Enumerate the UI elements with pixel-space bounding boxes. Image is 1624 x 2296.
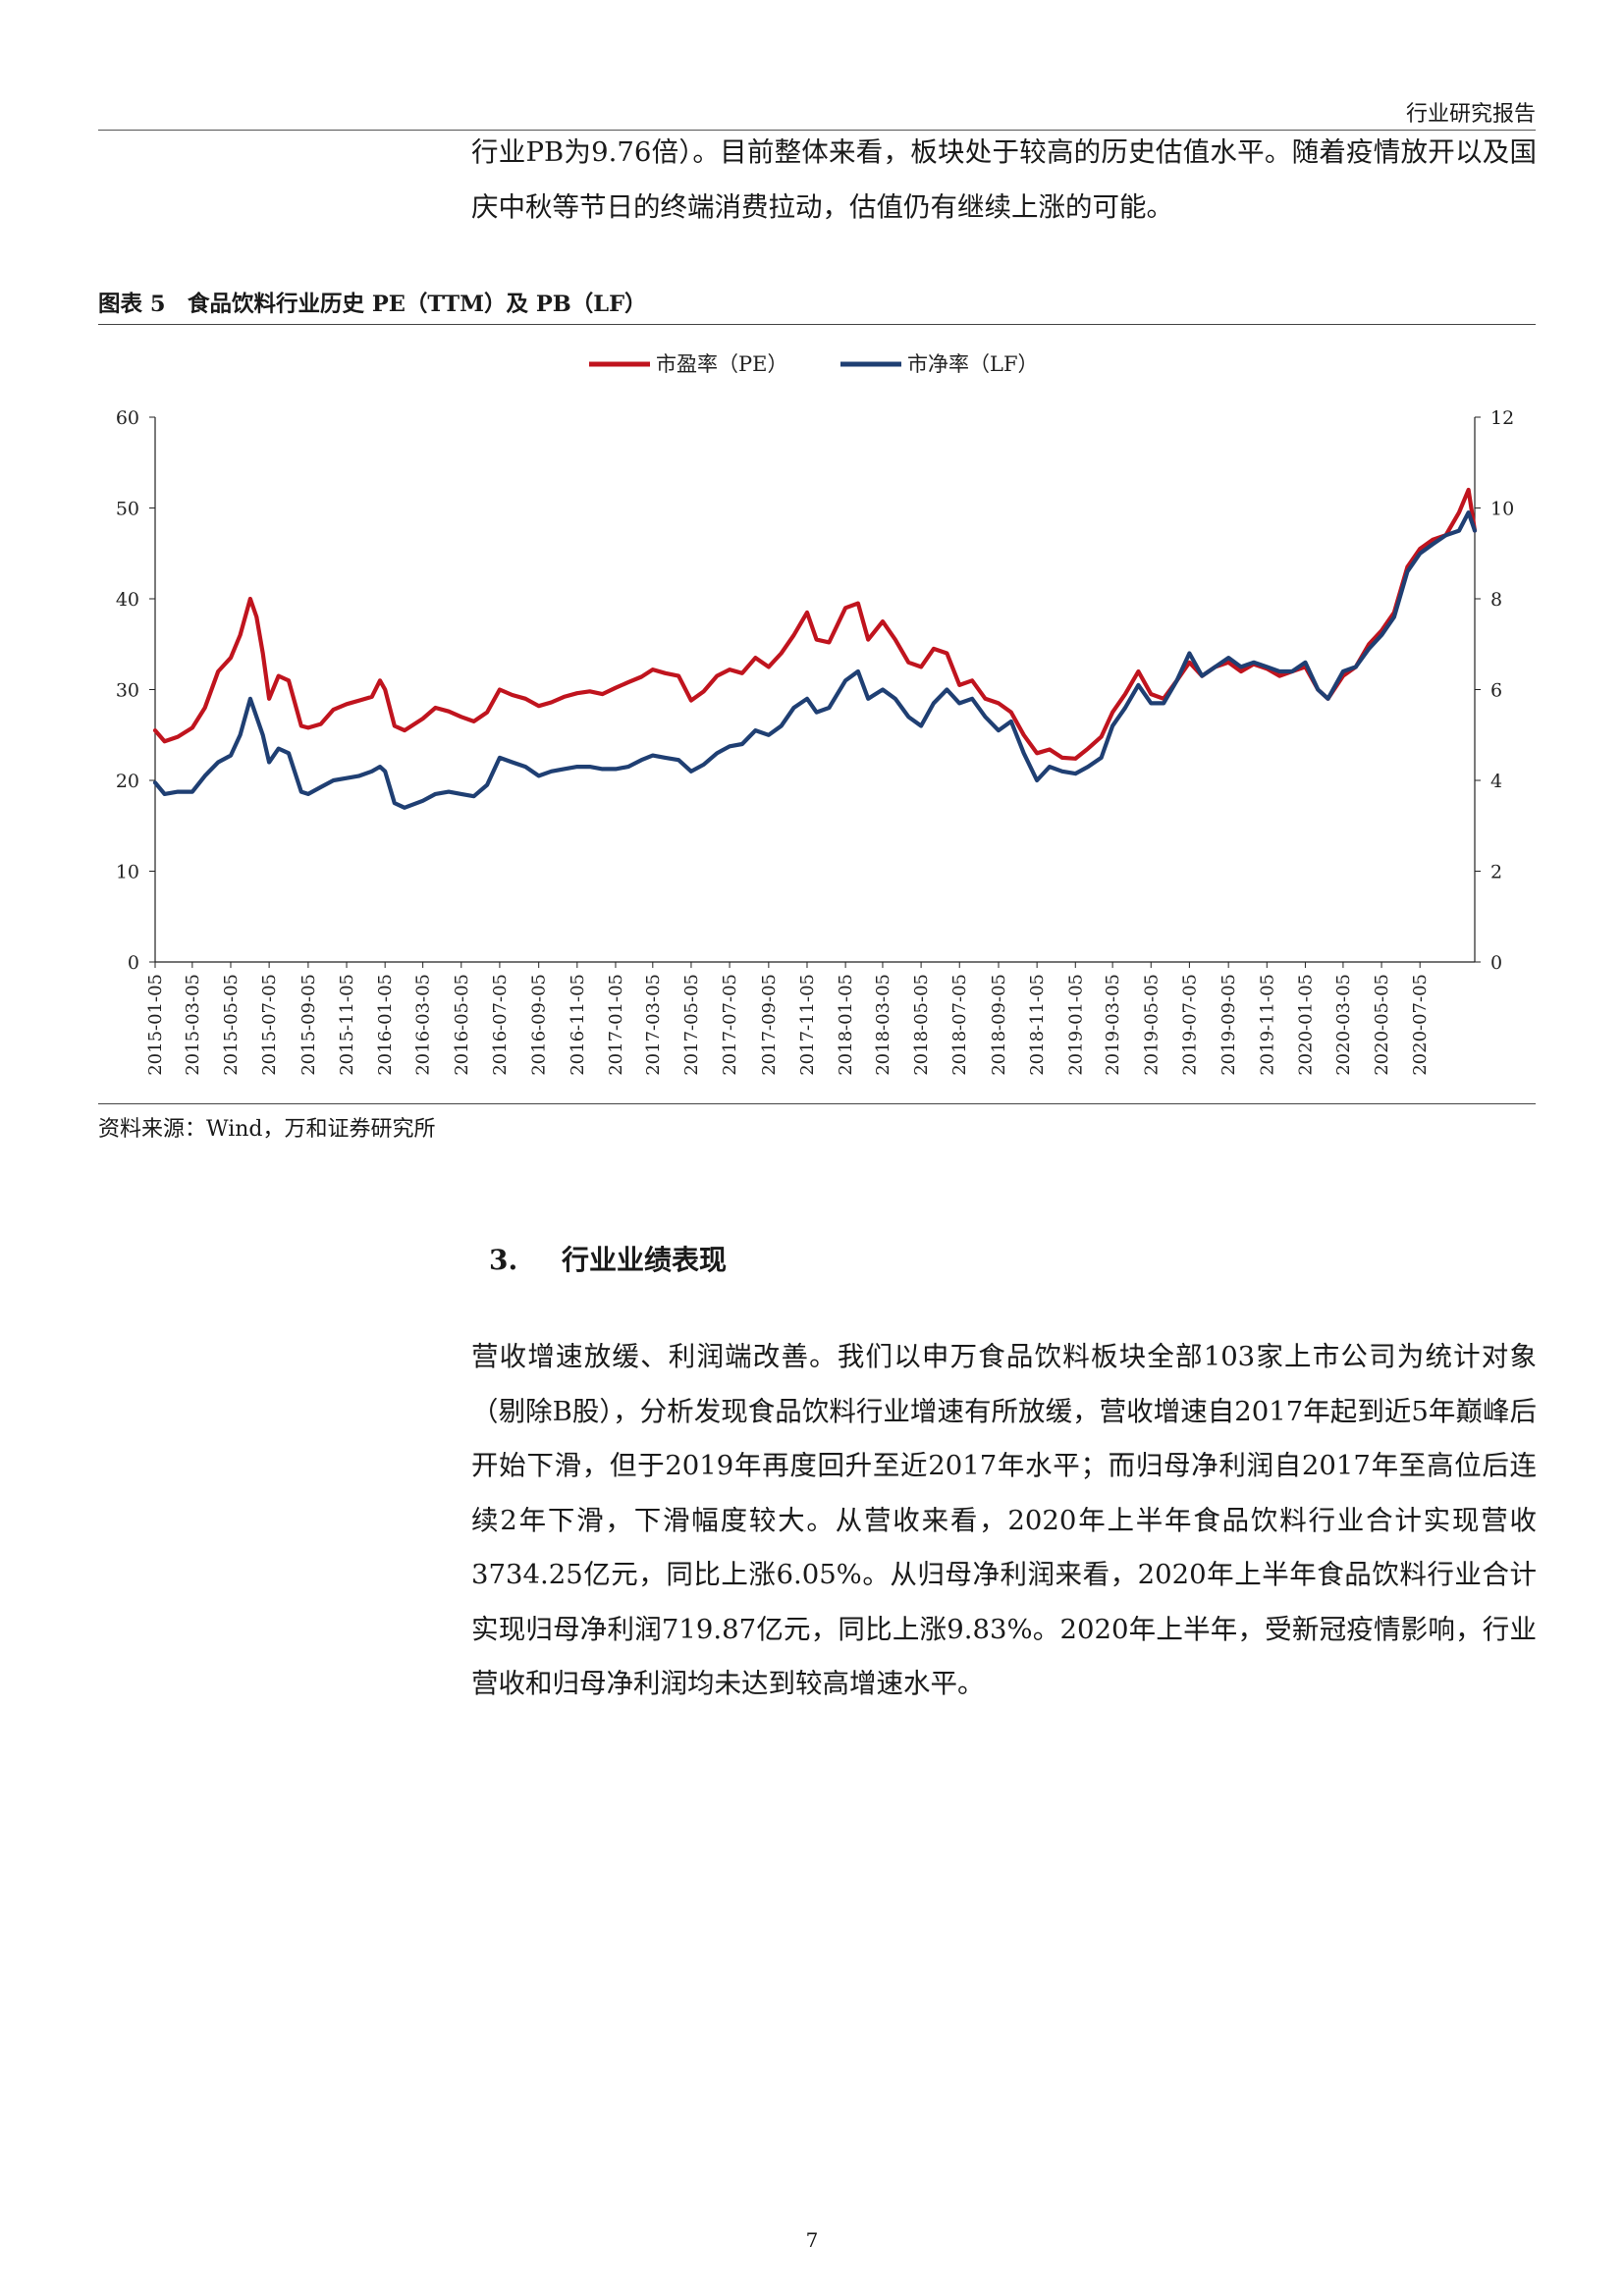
x-tick-label: 2016-09-05 xyxy=(529,974,550,1076)
x-tick-label: 2017-07-05 xyxy=(720,974,740,1076)
figure-rule-bottom xyxy=(98,1103,1536,1104)
x-tick-label: 2018-01-05 xyxy=(836,974,856,1076)
x-tick-label: 2016-03-05 xyxy=(413,974,434,1076)
page-number: 7 xyxy=(805,2228,819,2252)
x-tick-label: 2015-07-05 xyxy=(259,974,280,1076)
right-y-tick-label: 6 xyxy=(1490,680,1502,702)
figure-title: 图表 5 食品饮料行业历史 PE（TTM）及 PB（LF） xyxy=(98,292,647,317)
x-tick-label: 2019-03-05 xyxy=(1103,974,1123,1076)
x-tick-label: 2018-05-05 xyxy=(911,974,932,1076)
right-y-tick-label: 12 xyxy=(1490,407,1514,429)
intro-paragraph: 行业PB为9.76倍）。目前整体来看，板块处于较高的历史估值水平。随着疫情放开以… xyxy=(471,136,1537,223)
x-tick-label: 2020-07-05 xyxy=(1410,974,1431,1076)
x-tick-label: 2017-03-05 xyxy=(643,974,664,1076)
left-y-tick-label: 10 xyxy=(116,862,139,883)
left-y-tick-label: 60 xyxy=(116,407,139,429)
x-tick-label: 2018-07-05 xyxy=(949,974,970,1076)
left-y-tick-label: 30 xyxy=(116,680,139,702)
x-tick-label: 2018-11-05 xyxy=(1027,974,1048,1076)
x-tick-label: 2019-09-05 xyxy=(1218,974,1239,1076)
pe-pb-chart: 0 10 20 30 40 50 60 0 2 4 6 8 10 12 2015-01-05 2015-03-… xyxy=(116,352,1514,1076)
right-y-tick-label: 10 xyxy=(1490,499,1514,520)
x-tick-label: 2019-07-05 xyxy=(1179,974,1200,1076)
right-y-tick-label: 8 xyxy=(1490,589,1502,611)
left-y-tick-label: 50 xyxy=(116,499,139,520)
left-y-tick-label: 40 xyxy=(116,589,139,611)
right-y-tick-label: 2 xyxy=(1490,862,1502,883)
legend-label-pb: 市净率（LF） xyxy=(907,352,1039,376)
x-tick-label: 2018-03-05 xyxy=(873,974,893,1076)
right-y-tick-label: 4 xyxy=(1490,771,1502,792)
figure-source: 资料来源：Wind，万和证券研究所 xyxy=(98,1117,436,1142)
x-tick-label: 2016-01-05 xyxy=(375,974,396,1076)
x-tick-label: 2017-11-05 xyxy=(797,974,818,1076)
x-tick-label: 2019-11-05 xyxy=(1257,974,1277,1076)
figure-rule-top xyxy=(98,324,1536,325)
x-tick-label: 2019-01-05 xyxy=(1065,974,1086,1076)
legend-label-pe: 市盈率（PE） xyxy=(656,352,787,376)
body-paragraph: 营收增速放缓、利润端改善。我们以申万食品饮料板块全部103家上市公司为统计对象（… xyxy=(471,1341,1537,1699)
series-line-pe xyxy=(152,487,1478,761)
section-title: 行业业绩表现 xyxy=(562,1244,728,1276)
x-tick-label: 2020-05-05 xyxy=(1372,974,1392,1076)
x-tick-label: 2016-05-05 xyxy=(452,974,472,1076)
x-tick-label: 2015-01-05 xyxy=(145,974,166,1076)
x-tick-label: 2020-01-05 xyxy=(1295,974,1316,1076)
x-tick-label: 2015-09-05 xyxy=(298,974,319,1076)
left-y-tick-label: 20 xyxy=(116,771,139,792)
x-tick-label: 2016-11-05 xyxy=(568,974,588,1076)
left-y-tick-label: 0 xyxy=(128,952,139,974)
x-tick-label: 2020-03-05 xyxy=(1333,974,1354,1076)
x-tick-label: 2016-07-05 xyxy=(490,974,511,1076)
x-tick-label: 2017-05-05 xyxy=(681,974,702,1076)
x-tick-label: 2015-11-05 xyxy=(337,974,357,1076)
header-title: 行业研究报告 xyxy=(1405,102,1536,127)
x-tick-label: 2017-09-05 xyxy=(759,974,780,1076)
x-tick-label: 2018-09-05 xyxy=(989,974,1009,1076)
series-line-pb xyxy=(152,509,1478,810)
section-heading: 3. 行业业绩表现 xyxy=(489,1239,727,1278)
right-y-tick-label: 0 xyxy=(1490,952,1502,974)
header-rule xyxy=(98,130,1536,131)
x-tick-label: 2019-05-05 xyxy=(1141,974,1162,1076)
x-tick-label: 2015-03-05 xyxy=(183,974,203,1076)
x-tick-label: 2015-05-05 xyxy=(221,974,242,1076)
x-tick-label: 2017-01-05 xyxy=(606,974,626,1076)
section-number: 3. xyxy=(489,1244,518,1276)
